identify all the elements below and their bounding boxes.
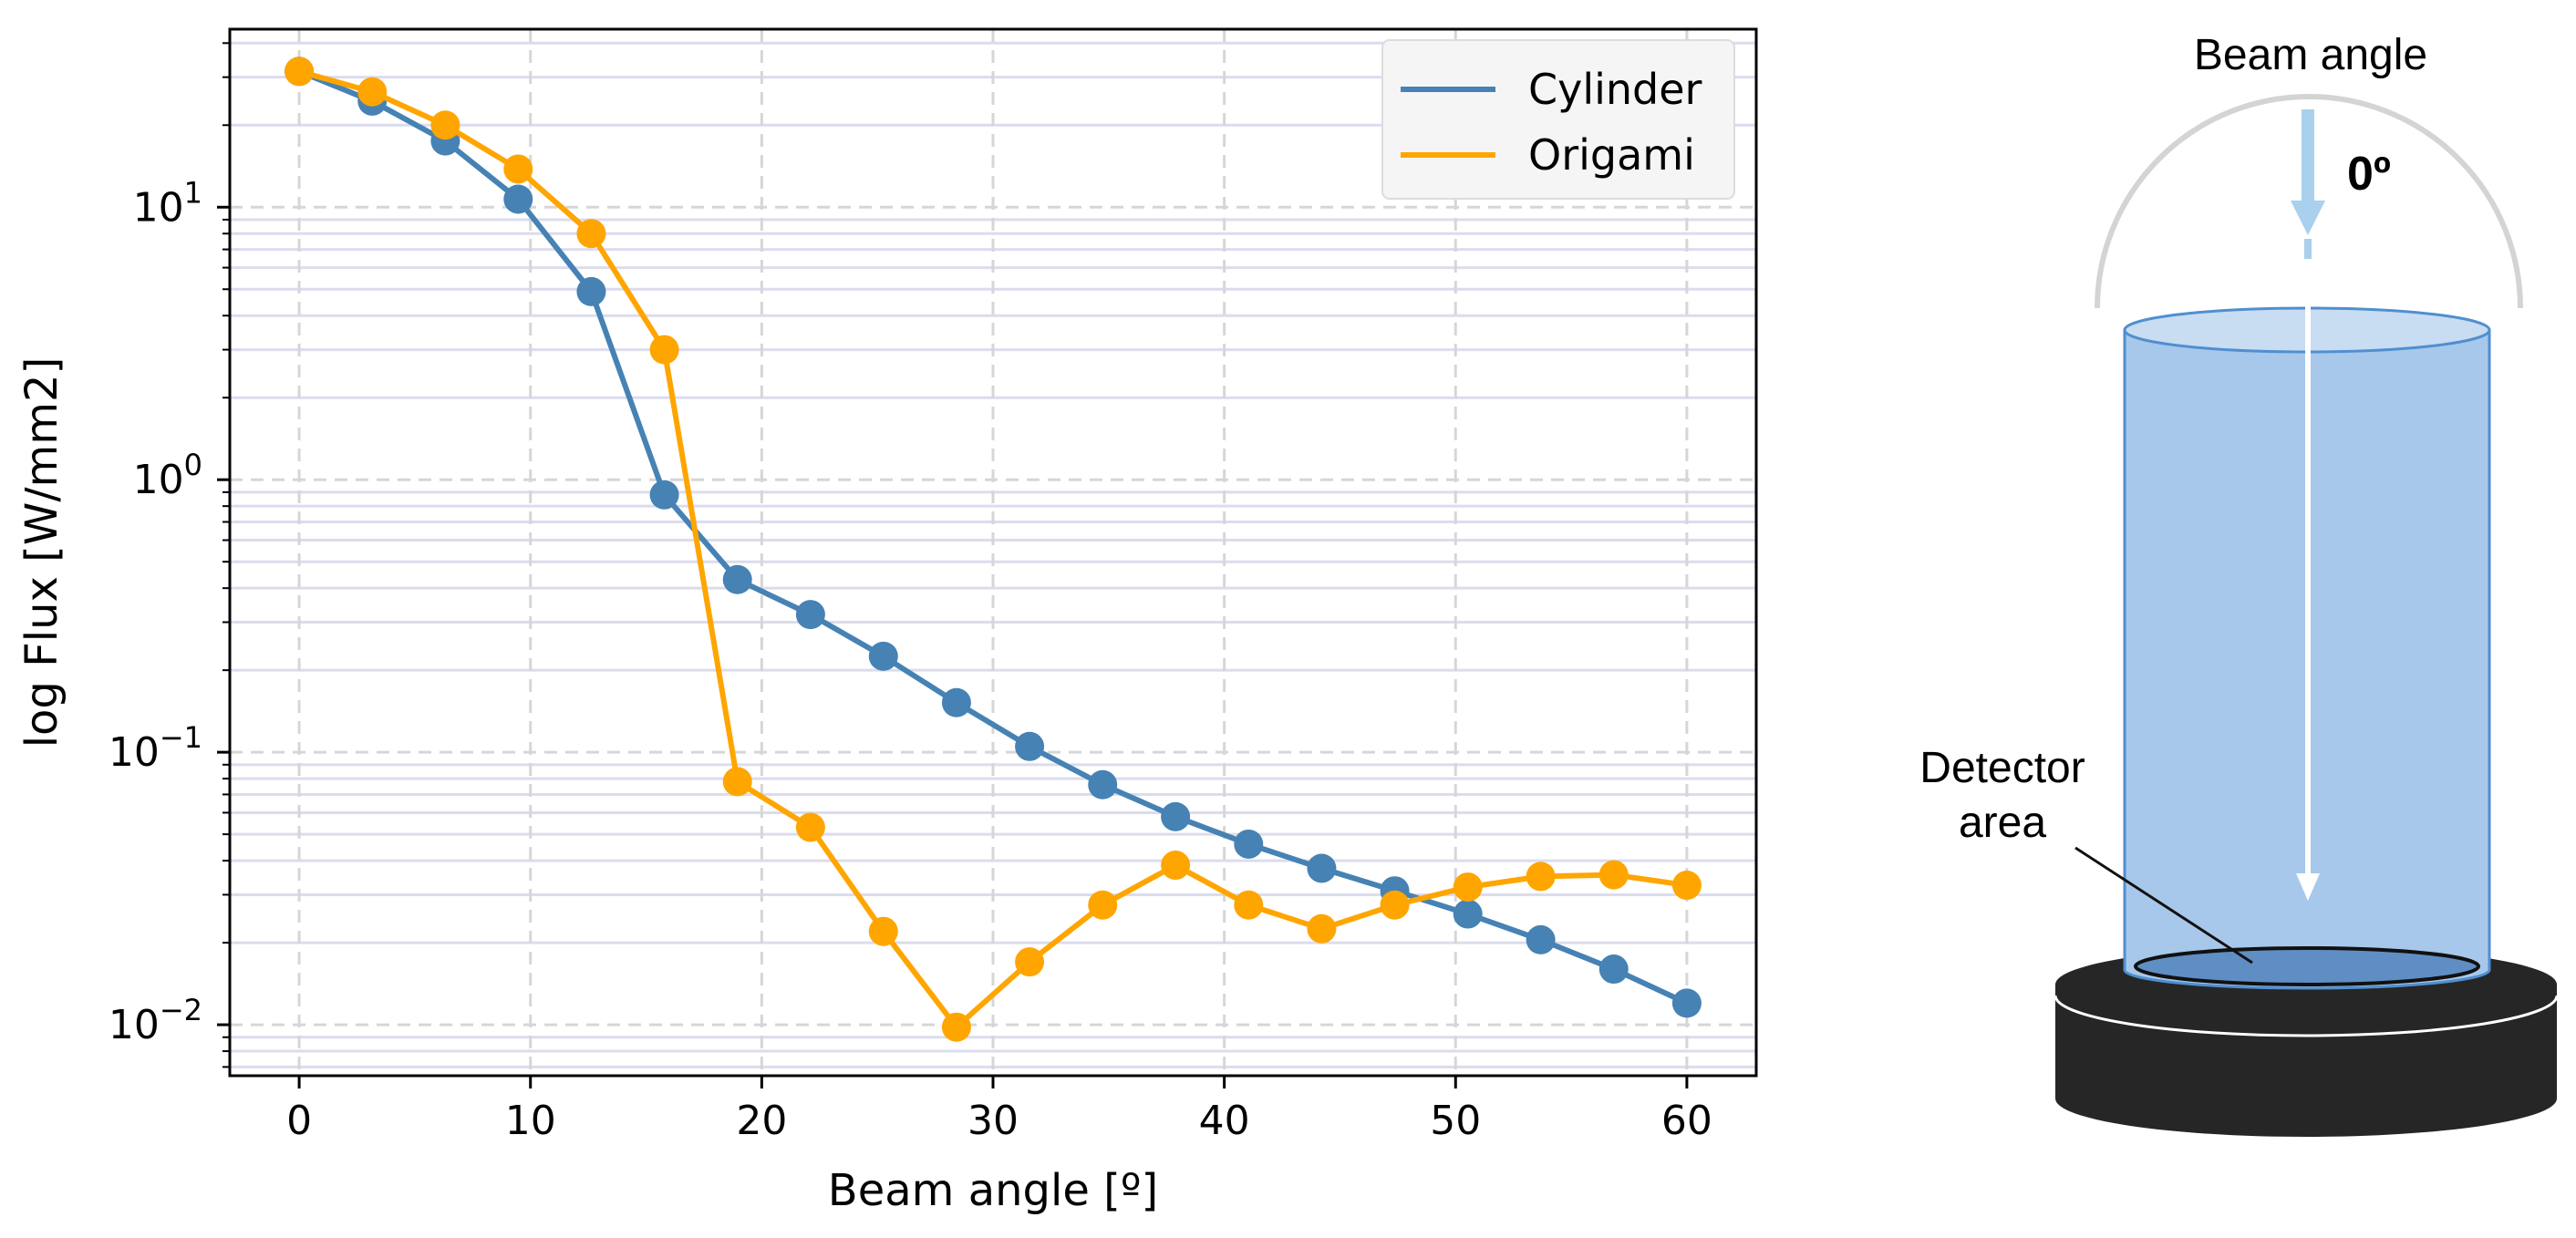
angle-arc	[2095, 94, 2523, 309]
x-tick-label: 10	[505, 1098, 556, 1144]
detector-base	[2054, 946, 2559, 1137]
data-point-cylinder	[795, 600, 825, 630]
beam-inside	[2296, 288, 2320, 901]
x-axis-label: Beam angle [º]	[828, 1165, 1158, 1216]
data-point-origami	[576, 219, 606, 249]
x-tick-label: 40	[1199, 1098, 1250, 1144]
detector-callout-line	[2074, 846, 2253, 965]
y-tick-label: 10−2	[109, 993, 202, 1048]
legend-label-origami: Origami	[1528, 130, 1695, 180]
legend-label-cylinder: Cylinder	[1528, 65, 1702, 114]
detector-label-line2: area	[1959, 799, 2046, 847]
data-point-cylinder	[1307, 853, 1337, 883]
beam-inside-head	[2296, 873, 2320, 901]
detector-label-line1: Detector	[1919, 744, 2085, 792]
beam-arrow	[2291, 109, 2325, 259]
flux-chart: 101 100 10−1 10−2 0 10 20 30 40 50 60 Beam angle […	[16, 27, 1758, 1216]
data-point-origami	[1453, 872, 1483, 903]
data-point-cylinder	[1598, 954, 1629, 985]
data-point-origami	[1161, 851, 1191, 881]
data-point-origami	[722, 767, 752, 797]
base-rim	[2054, 995, 2559, 1037]
data-point-origami	[503, 154, 533, 184]
beam-dash	[2304, 239, 2312, 259]
data-point-origami	[941, 1012, 971, 1042]
beam-angle-label: Beam angle	[2194, 31, 2427, 79]
data-point-cylinder	[1453, 899, 1483, 929]
data-point-origami	[357, 77, 388, 107]
legend: Cylinder Origami	[1381, 39, 1735, 200]
data-point-origami	[1598, 860, 1629, 890]
y-tick-label: 100	[133, 448, 202, 503]
data-point-cylinder	[941, 687, 971, 717]
data-point-origami	[430, 110, 460, 140]
beam-diagram: Beam angle 0º	[1919, 31, 2559, 1137]
data-point-origami	[1380, 890, 1410, 920]
beam-arrow-shaft	[2302, 109, 2314, 206]
data-point-origami	[795, 812, 825, 842]
y-tick-label: 10−1	[109, 720, 202, 776]
data-point-origami	[649, 335, 679, 365]
data-point-cylinder	[868, 641, 898, 671]
series-origami	[284, 57, 1702, 1042]
data-point-origami	[1526, 861, 1556, 892]
detector-area	[2134, 946, 2480, 986]
data-point-origami	[284, 57, 315, 87]
x-tick-label: 60	[1661, 1098, 1712, 1144]
data-point-origami	[1671, 871, 1702, 901]
x-tick-label: 20	[736, 1098, 787, 1144]
data-point-cylinder	[1526, 924, 1556, 954]
data-point-cylinder	[1015, 731, 1045, 761]
legend-box	[1381, 39, 1735, 200]
data-point-cylinder	[1671, 988, 1702, 1018]
data-point-cylinder	[503, 184, 533, 214]
series-layer	[284, 57, 1702, 1042]
y-tick-label: 101	[133, 175, 202, 231]
x-tick-label: 30	[967, 1098, 1019, 1144]
data-point-origami	[1015, 947, 1045, 977]
data-point-cylinder	[649, 480, 679, 510]
beam-arrow-head	[2291, 201, 2325, 235]
data-point-origami	[1307, 913, 1337, 944]
beam-inside-shaft	[2305, 288, 2311, 879]
base-bottom	[2055, 1060, 2557, 1137]
y-axis-label: log Flux [W/mm2]	[16, 357, 67, 748]
data-point-cylinder	[576, 276, 606, 306]
data-point-origami	[868, 916, 898, 946]
x-tick-label: 50	[1430, 1098, 1481, 1144]
data-point-cylinder	[1234, 829, 1264, 859]
data-point-origami	[1234, 890, 1264, 920]
ticks-layer: 101 100 10−1 10−2 0 10 20 30 40 50 60	[109, 42, 1712, 1144]
data-point-origami	[1088, 890, 1118, 920]
angle-value: 0º	[2347, 148, 2391, 201]
x-tick-label: 0	[286, 1098, 312, 1144]
data-point-cylinder	[722, 564, 752, 594]
data-point-cylinder	[1088, 769, 1118, 800]
data-point-cylinder	[1161, 801, 1191, 831]
